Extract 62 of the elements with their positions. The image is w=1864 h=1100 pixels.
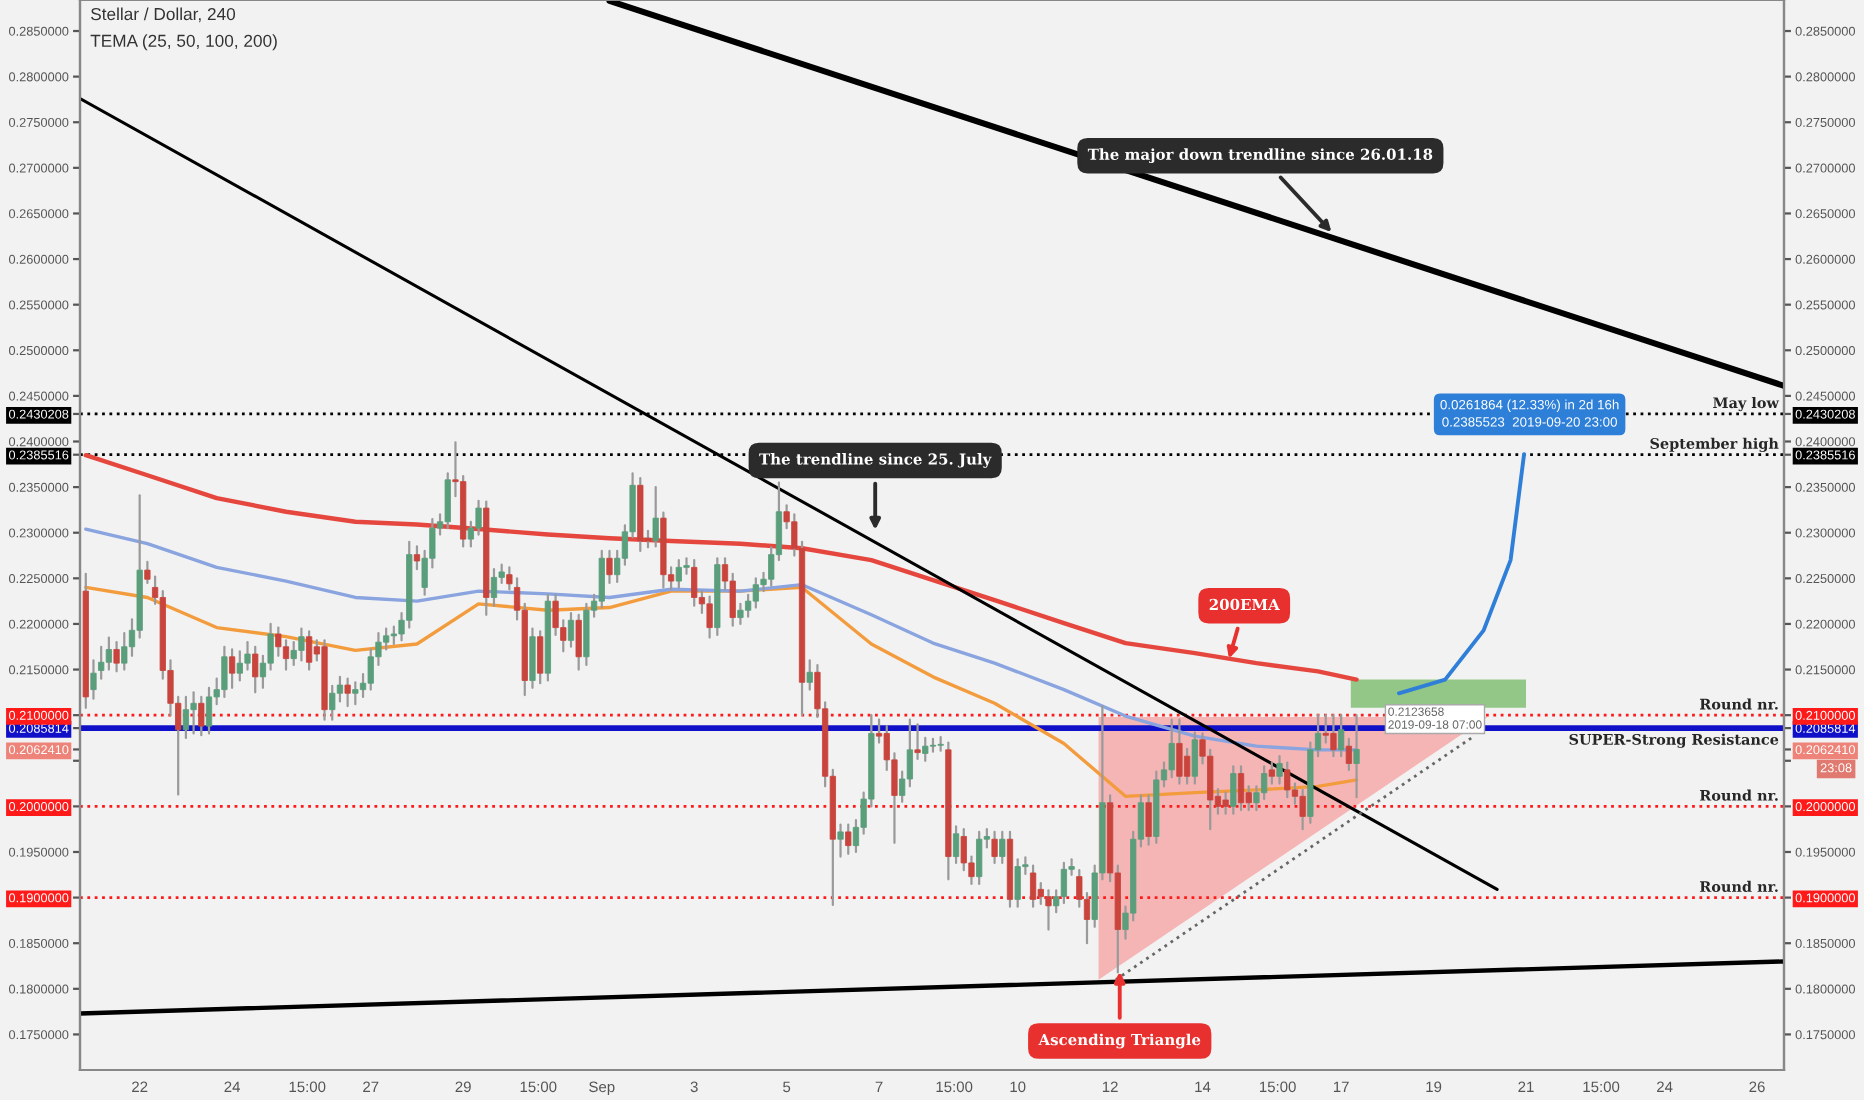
candlestick	[1184, 747, 1191, 785]
candlestick	[190, 691, 197, 735]
candlestick	[1168, 718, 1175, 779]
candlestick	[583, 602, 590, 667]
line-series	[1396, 452, 1527, 696]
candlestick	[845, 823, 852, 855]
candlestick	[329, 684, 336, 721]
candlestick	[529, 627, 536, 689]
candlestick	[282, 639, 290, 671]
candlestick	[1299, 788, 1306, 831]
candlestick	[914, 723, 921, 761]
candlestick	[906, 718, 913, 788]
candlestick	[929, 737, 937, 753]
candlestick	[1338, 714, 1345, 758]
candlestick	[1222, 791, 1229, 815]
candlestick	[228, 648, 236, 689]
candlestick	[1230, 765, 1237, 815]
candlestick	[706, 595, 713, 639]
candlestick	[344, 677, 351, 708]
candlestick	[352, 681, 359, 706]
candlestick	[675, 558, 682, 589]
candlestick	[1176, 718, 1183, 785]
line-series	[84, 585, 1359, 799]
candlestick	[691, 558, 698, 607]
candlestick	[1045, 889, 1052, 931]
candlestick	[567, 611, 575, 648]
candlestick	[198, 695, 205, 737]
candlestick	[298, 627, 305, 662]
candlestick	[806, 659, 813, 691]
candlestick	[575, 613, 582, 671]
line-series	[83, 452, 1359, 682]
text: TEMA (25, 50, 100, 200)	[90, 34, 277, 51]
candlestick	[252, 645, 259, 694]
candlestick	[976, 830, 983, 886]
candlestick	[537, 630, 544, 685]
candlestick	[1284, 761, 1291, 799]
candlestick	[999, 830, 1006, 865]
candlestick	[306, 630, 313, 671]
candlestick	[737, 602, 744, 626]
candlestick	[221, 645, 228, 699]
candlestick	[490, 568, 498, 607]
candlestick	[1353, 714, 1360, 799]
candlestick	[1322, 714, 1329, 744]
candlestick	[113, 641, 120, 673]
candlestick	[1060, 861, 1068, 905]
candlestick	[1029, 864, 1037, 908]
candlestick	[606, 549, 613, 584]
candlestick	[205, 686, 213, 735]
candlestick	[991, 830, 998, 865]
candlestick	[1145, 794, 1152, 846]
candlestick	[1014, 858, 1021, 908]
candlestick	[1330, 714, 1337, 758]
candlestick	[652, 486, 659, 548]
candlestick	[105, 636, 112, 671]
candlestick	[413, 545, 421, 571]
candlestick	[182, 695, 190, 740]
candlestick	[1237, 765, 1245, 812]
candlestick	[837, 823, 844, 858]
chart-title: Stellar / Dollar, 240	[91, 7, 236, 23]
candlestick	[952, 825, 960, 865]
candlestick	[1191, 731, 1198, 785]
candlestick	[336, 675, 344, 703]
